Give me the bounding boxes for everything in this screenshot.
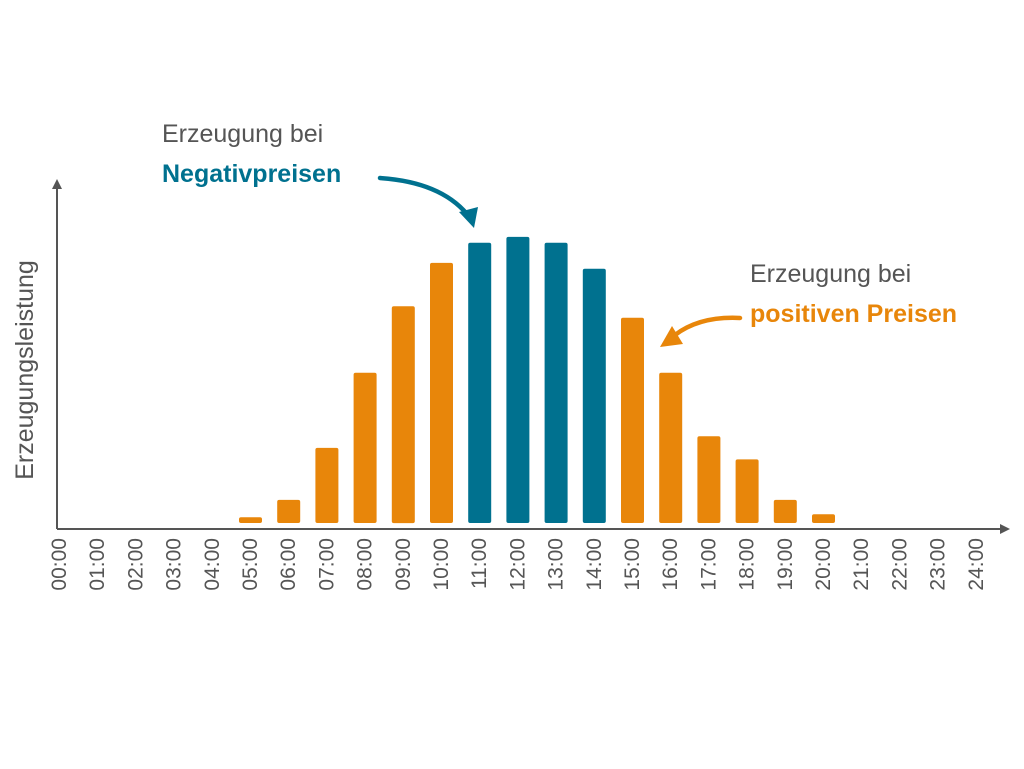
x-tick-label: 04:00 (201, 538, 224, 591)
bars-group (239, 236, 835, 524)
x-tick-label: 11:00 (468, 538, 491, 589)
x-tick-label: 09:00 (392, 538, 415, 591)
bar-17-00 (697, 436, 721, 523)
annotation-positive: Erzeugung bei positiven Preisen (660, 260, 957, 347)
bar-15-00 (621, 317, 644, 523)
bar-09-00 (391, 306, 415, 524)
annotation-positive-line2: positiven Preisen (750, 300, 957, 328)
x-tick-label: 22:00 (888, 538, 911, 591)
annotation-positive-arrowhead (660, 326, 683, 347)
x-tick-label: 05:00 (239, 538, 262, 591)
x-tick-label: 00:00 (48, 538, 71, 591)
x-tick-label: 18:00 (736, 538, 759, 591)
y-axis-label: Erzeugungsleistung (11, 260, 39, 480)
annotation-negative-line2: Negativpreisen (162, 160, 341, 188)
x-tick-label: 12:00 (506, 538, 529, 591)
x-tick-label: 01:00 (86, 538, 109, 591)
x-tick-label: 02:00 (124, 538, 147, 591)
x-tick-label: 21:00 (850, 538, 873, 591)
bar-19-00 (773, 499, 797, 523)
x-tick-label: 17:00 (697, 538, 720, 591)
x-tick-label: 13:00 (545, 538, 568, 591)
bar-18-00 (735, 459, 759, 523)
bar-14-00 (582, 268, 606, 523)
x-tick-label: 19:00 (774, 538, 797, 591)
x-tick-label: 03:00 (163, 538, 186, 591)
x-tick-label: 24:00 (965, 538, 988, 591)
annotation-positive-arrow (672, 315, 743, 338)
bar-05-00 (239, 517, 262, 523)
x-tick-label: 08:00 (354, 538, 377, 591)
x-tick-label: 07:00 (315, 538, 338, 591)
annotation-negative-arrowhead (459, 207, 478, 228)
x-tick-label: 14:00 (583, 538, 606, 591)
bar-08-00 (353, 372, 377, 523)
tick-labels-group: 00:00 01:00 02:00 03:00 04:00 05:00 06:00 07:00… (48, 538, 988, 591)
x-tick-label: 10:00 (430, 538, 453, 591)
annotation-negative-arrow (377, 175, 470, 217)
bar-10-00 (430, 262, 453, 523)
x-tick-label: 16:00 (659, 538, 682, 591)
bar-20-00 (812, 514, 835, 523)
x-tick-label: 06:00 (277, 538, 300, 591)
x-tick-label: 20:00 (812, 538, 835, 591)
bar-16-00 (659, 372, 683, 523)
annotation-negative: Erzeugung bei Negativpreisen (162, 120, 478, 228)
x-tick-label: 15:00 (621, 538, 644, 591)
annotation-negative-line1: Erzeugung bei (162, 120, 323, 148)
bar-06-00 (277, 499, 301, 523)
bar-07-00 (315, 447, 339, 523)
bar-13-00 (544, 242, 568, 523)
bar-12-00 (506, 236, 530, 523)
x-tick-label: 23:00 (927, 538, 950, 591)
annotation-positive-line1: Erzeugung bei (750, 260, 911, 288)
bar-11-00 (468, 242, 492, 523)
